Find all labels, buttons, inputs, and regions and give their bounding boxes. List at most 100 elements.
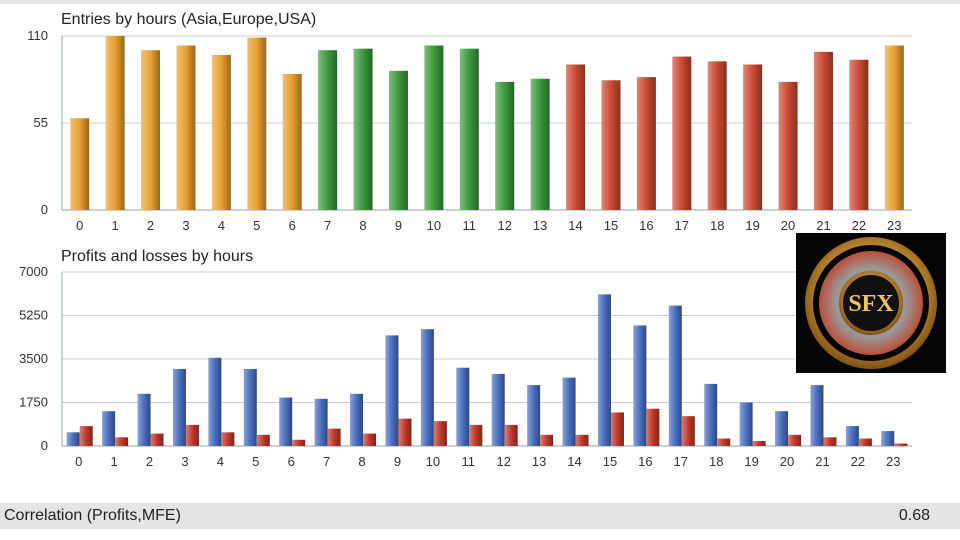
entries-bar [530, 78, 550, 210]
profits-xtick-label: 21 [815, 454, 829, 469]
loss-bar [717, 438, 731, 446]
profits-ytick-label: 1750 [19, 395, 48, 410]
profits-xtick-label: 17 [674, 454, 688, 469]
entries-xtick-label: 14 [568, 218, 582, 233]
entries-xtick-label: 8 [359, 218, 366, 233]
entries-bar [282, 73, 302, 210]
profits-xtick-label: 13 [532, 454, 546, 469]
profit-bar [137, 393, 151, 446]
logo-lettering: SFX [848, 291, 894, 317]
profits-ytick-label: 0 [41, 438, 48, 453]
loss-bar [646, 408, 660, 446]
entries-xtick-label: 9 [395, 218, 402, 233]
loss-bar [858, 438, 872, 446]
profit-bar [597, 294, 611, 446]
profits-xtick-label: 11 [462, 454, 476, 469]
entries-ytick-label: 55 [34, 115, 48, 130]
loss-bar [115, 437, 129, 446]
profit-bar [208, 357, 222, 446]
entries-xtick-label: 7 [324, 218, 331, 233]
entries-bar [247, 37, 267, 210]
loss-bar [256, 434, 270, 446]
entries-xtick-label: 11 [463, 218, 477, 233]
entries-xtick-label: 22 [852, 218, 866, 233]
entries-xtick-label: 3 [182, 218, 189, 233]
profit-bar [527, 385, 541, 446]
profit-bar [279, 397, 293, 446]
entries-xtick-label: 6 [289, 218, 296, 233]
profit-bar [102, 411, 116, 446]
entries-xtick-label: 13 [533, 218, 547, 233]
profits-xtick-label: 3 [181, 454, 188, 469]
profit-bar [456, 367, 470, 446]
loss-bar [79, 426, 93, 446]
entries-bar [353, 48, 373, 211]
entries-xtick-label: 18 [710, 218, 724, 233]
bottom-margin [0, 529, 960, 540]
loss-bar [398, 418, 412, 446]
profits-xtick-label: 19 [744, 454, 758, 469]
entries-chart-title: Entries by hours (Asia,Europe,USA) [61, 11, 317, 28]
loss-bar [363, 433, 377, 446]
profit-bar [775, 411, 789, 446]
entries-bar [636, 77, 656, 210]
profits-xtick-label: 14 [567, 454, 581, 469]
loss-bar [823, 437, 837, 446]
profits-xtick-label: 4 [217, 454, 224, 469]
profits-xtick-label: 10 [426, 454, 440, 469]
profits-xtick-label: 2 [146, 454, 153, 469]
profit-bar [668, 305, 682, 446]
profits-xtick-label: 15 [603, 454, 617, 469]
entries-xtick-label: 0 [76, 218, 83, 233]
correlation-label: Correlation (Profits,MFE) [4, 507, 181, 524]
profits-xtick-label: 23 [886, 454, 900, 469]
loss-bar [540, 434, 554, 446]
profits-xtick-label: 20 [780, 454, 794, 469]
entries-bar [778, 81, 798, 210]
profits-xtick-label: 9 [394, 454, 401, 469]
entries-bar [141, 50, 161, 211]
profits-xtick-label: 6 [288, 454, 295, 469]
entries-bar [495, 81, 515, 210]
profit-bar [739, 402, 753, 446]
profits-xtick-label: 0 [75, 454, 82, 469]
profit-bar [881, 431, 895, 446]
profit-bar [385, 335, 399, 446]
profit-bar [491, 373, 505, 446]
profits-xtick-label: 16 [638, 454, 652, 469]
entries-xtick-label: 5 [253, 218, 260, 233]
entries-ytick-label: 0 [41, 202, 48, 217]
loss-bar [788, 434, 802, 446]
entries-bar [105, 36, 125, 210]
loss-bar [894, 443, 908, 446]
entries-xtick-label: 23 [887, 218, 901, 233]
loss-bar [752, 441, 766, 446]
profit-bar [810, 385, 824, 446]
entries-bar [601, 80, 621, 210]
profits-xtick-label: 1 [111, 454, 118, 469]
loss-bar [681, 416, 695, 446]
profits-ytick-label: 5250 [19, 308, 48, 323]
correlation-bar: Correlation (Profits,MFE) 0.68 [0, 503, 960, 529]
loss-bar [221, 432, 235, 446]
profit-bar [845, 426, 859, 446]
entries-xtick-label: 17 [675, 218, 689, 233]
entries-xtick-label: 10 [427, 218, 441, 233]
entries-bar [318, 50, 338, 211]
profits-xtick-label: 12 [496, 454, 510, 469]
profit-bar [172, 368, 186, 446]
entries-ytick-label: 110 [27, 28, 48, 43]
profit-bar [66, 432, 80, 446]
profit-bar [314, 398, 328, 446]
loss-bar [150, 433, 164, 446]
profit-bar [350, 393, 364, 446]
entries-bar [672, 56, 692, 211]
entries-xtick-label: 19 [745, 218, 759, 233]
profits-xtick-label: 18 [709, 454, 723, 469]
profit-bar [633, 325, 647, 446]
loss-bar [327, 428, 341, 446]
profit-bar [420, 329, 434, 446]
entries-xtick-label: 15 [604, 218, 618, 233]
